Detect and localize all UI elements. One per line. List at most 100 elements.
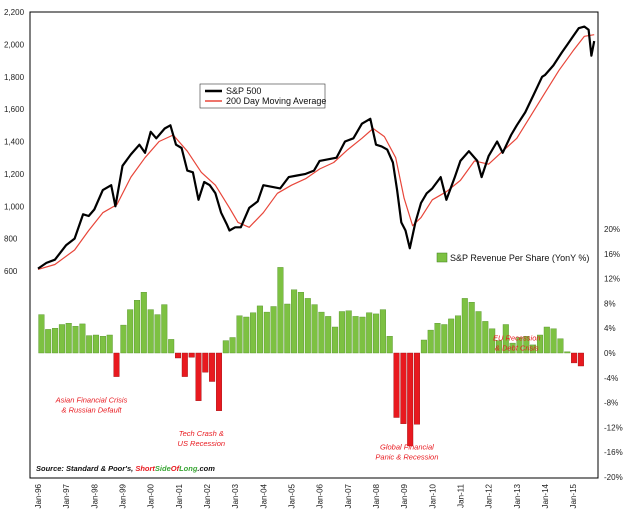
x-tick-label: Jan-00	[147, 483, 156, 508]
revenue-bar	[270, 306, 277, 354]
revenue-bar	[92, 334, 99, 354]
revenue-bar	[543, 326, 550, 354]
revenue-bar	[489, 328, 496, 354]
moving-average-line	[37, 34, 595, 270]
revenue-bar	[243, 316, 250, 354]
revenue-bar	[509, 342, 516, 354]
right-tick-label: -4%	[604, 374, 618, 383]
x-tick-label: Jan-05	[288, 483, 297, 508]
revenue-bar	[72, 326, 79, 354]
line-legend: S&P 500 200 Day Moving Average	[199, 83, 326, 109]
revenue-bar	[65, 323, 72, 354]
revenue-bar	[188, 352, 195, 358]
source-brand-com: .com	[197, 464, 215, 473]
x-tick-label: Jan-14	[541, 483, 550, 508]
sp500-line	[37, 25, 596, 270]
right-tick-label: -8%	[604, 399, 618, 408]
revenue-bar	[338, 311, 345, 354]
revenue-bar	[113, 352, 120, 377]
x-tick-label: Jan-15	[569, 483, 578, 508]
revenue-bar	[386, 336, 393, 354]
revenue-bar	[516, 337, 523, 354]
revenue-bar	[577, 352, 584, 367]
line-legend-box	[199, 83, 326, 109]
revenue-bar	[120, 324, 127, 354]
revenue-bar	[195, 352, 202, 401]
bar-legend-label: S&P Revenue Per Share (YonY %)	[450, 253, 589, 263]
x-tick-label: Jan-99	[119, 483, 128, 508]
right-tick-label: 20%	[604, 225, 620, 234]
revenue-bar	[250, 312, 257, 354]
revenue-bar	[571, 352, 578, 364]
revenue-bar	[202, 352, 209, 373]
right-tick-label: -12%	[604, 423, 623, 432]
revenue-bar	[420, 339, 427, 354]
x-tick-label: Jan-97	[62, 483, 71, 508]
revenue-bar	[99, 336, 106, 354]
bar-legend-swatch	[436, 252, 448, 263]
revenue-bar	[523, 336, 530, 354]
plot-frame	[29, 11, 599, 479]
revenue-bar	[393, 352, 400, 418]
revenue-bar	[550, 328, 557, 354]
source-prefix: Source: Standard & Poor's,	[36, 464, 135, 473]
revenue-bar	[263, 311, 270, 354]
left-tick-label: 2,200	[4, 8, 25, 17]
revenue-bar	[133, 300, 140, 354]
legend-label-ma: 200 Day Moving Average	[226, 96, 326, 106]
revenue-bar	[496, 340, 503, 354]
right-tick-label: 0%	[604, 349, 616, 358]
revenue-bar	[352, 316, 359, 354]
right-tick-label: 8%	[604, 299, 616, 308]
revenue-bar	[468, 302, 475, 354]
x-tick-label: Jan-13	[513, 483, 522, 508]
left-axis-ticks: 600 800 1,000 1,200 1,400 1,600 1,800 2,000 2,20…	[4, 8, 25, 276]
revenue-bar	[373, 313, 380, 354]
revenue-bar	[461, 298, 468, 354]
bar-group	[38, 267, 584, 447]
right-tick-label: -20%	[604, 473, 623, 482]
left-tick-label: 1,400	[4, 138, 25, 147]
revenue-bar	[537, 334, 544, 354]
annotation-label: & Debt Crisis	[495, 344, 539, 353]
revenue-bar	[52, 328, 59, 354]
annotation-label: Global Financial	[380, 443, 434, 452]
revenue-bar	[557, 338, 564, 354]
revenue-bar	[366, 312, 373, 354]
revenue-bar	[181, 352, 188, 377]
x-tick-label: Jan-09	[400, 483, 409, 508]
revenue-bar	[106, 334, 113, 354]
x-tick-label: Jan-02	[203, 483, 212, 508]
right-tick-label: 16%	[604, 250, 620, 259]
revenue-bar	[359, 316, 366, 354]
left-tick-label: 1,200	[4, 170, 25, 179]
x-tick-label: Jan-12	[485, 483, 494, 508]
annotation-label: US Recession	[178, 439, 226, 448]
left-tick-label: 600	[4, 267, 18, 276]
revenue-bar	[332, 326, 339, 354]
left-tick-label: 1,600	[4, 105, 25, 114]
revenue-bar	[400, 352, 407, 424]
x-tick-label: Jan-07	[344, 483, 353, 508]
x-tick-label: Jan-96	[34, 483, 43, 508]
line-group	[37, 25, 596, 270]
revenue-bar	[45, 329, 52, 354]
revenue-bar	[154, 314, 161, 354]
revenue-bar	[325, 316, 332, 354]
x-tick-label: Jan-11	[456, 483, 465, 507]
revenue-bar	[530, 344, 537, 354]
revenue-bar	[455, 315, 462, 354]
revenue-bar	[427, 329, 434, 354]
revenue-bar	[86, 335, 93, 354]
revenue-bar	[79, 323, 86, 354]
annotation-label: Asian Financial Crisis	[55, 396, 128, 405]
legend-label-price: S&P 500	[226, 86, 261, 96]
revenue-bar	[475, 311, 482, 354]
x-axis-ticks: Jan-96 Jan-97 Jan-98 Jan-99 Jan-00 Jan-01 Jan-…	[34, 483, 578, 508]
revenue-bar	[318, 311, 325, 354]
revenue-bar	[222, 340, 229, 354]
x-tick-label: Jan-04	[259, 483, 268, 508]
source-brand-long: Long	[179, 464, 198, 473]
revenue-bar	[147, 309, 154, 354]
